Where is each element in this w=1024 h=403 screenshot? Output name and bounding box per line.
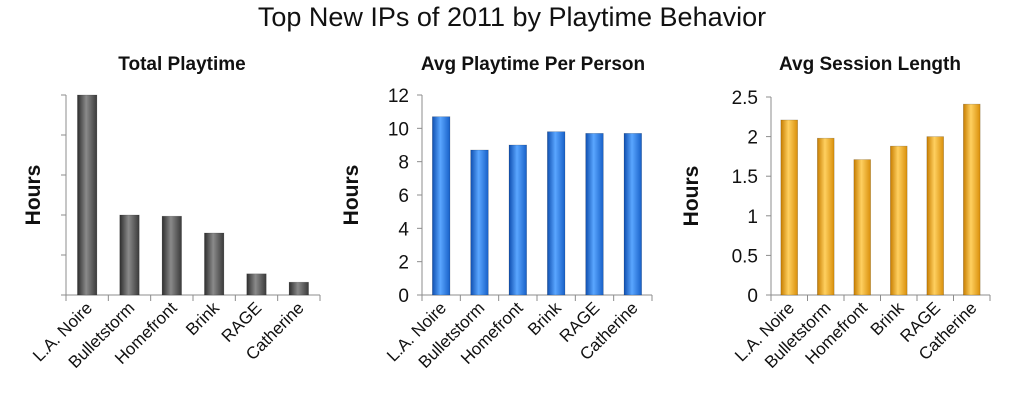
bar-homefront xyxy=(161,215,182,296)
y-tick-label: 8 xyxy=(398,153,409,174)
y-tick-label: 2 xyxy=(747,128,758,149)
y-tick-label: 0.5 xyxy=(732,246,758,267)
bar-catherine xyxy=(963,103,981,296)
bar-brink xyxy=(890,145,908,296)
avg-session-length-chart: Avg Session LengthHours00.511.522.5L.A. … xyxy=(680,54,991,372)
bar-l-a-noire xyxy=(77,94,98,296)
bar-rage xyxy=(926,136,944,296)
y-axis-label: Hours xyxy=(340,165,363,226)
bar-brink xyxy=(204,232,225,296)
chart-title: Avg Session Length xyxy=(779,54,961,75)
bar-rage xyxy=(246,273,267,296)
bar-homefront xyxy=(853,159,871,296)
y-tick-label: 1.5 xyxy=(732,167,758,188)
chart-title: Total Playtime xyxy=(118,54,245,75)
bar-brink xyxy=(547,131,566,296)
y-tick-label: 2 xyxy=(398,253,409,274)
avg-playtime-per-person-chart: Avg Playtime Per PersonHours024681012L.A… xyxy=(340,54,653,372)
bar-l-a-noire xyxy=(432,116,451,296)
page-title: Top New IPs of 2011 by Playtime Behavior xyxy=(257,2,767,32)
chart-title: Avg Playtime Per Person xyxy=(421,54,645,75)
y-tick-label: 10 xyxy=(388,119,409,140)
bar-rage xyxy=(585,133,604,296)
y-tick-label: 0 xyxy=(747,286,758,307)
y-tick-label: 2.5 xyxy=(732,88,758,109)
y-tick-label: 4 xyxy=(398,219,409,240)
bar-bulletstorm xyxy=(817,137,835,296)
bar-bulletstorm xyxy=(470,149,489,296)
y-tick-label: 12 xyxy=(388,86,409,107)
bar-l-a-noire xyxy=(780,119,798,296)
y-axis-label: Hours xyxy=(680,166,703,227)
bar-catherine xyxy=(288,281,309,296)
y-tick-label: 6 xyxy=(398,186,409,207)
y-tick-label: 0 xyxy=(398,286,409,307)
bar-homefront xyxy=(508,144,527,296)
bar-catherine xyxy=(623,133,642,296)
bar-bulletstorm xyxy=(119,214,140,296)
y-tick-label: 1 xyxy=(747,207,758,228)
y-axis-label: Hours xyxy=(22,165,45,226)
